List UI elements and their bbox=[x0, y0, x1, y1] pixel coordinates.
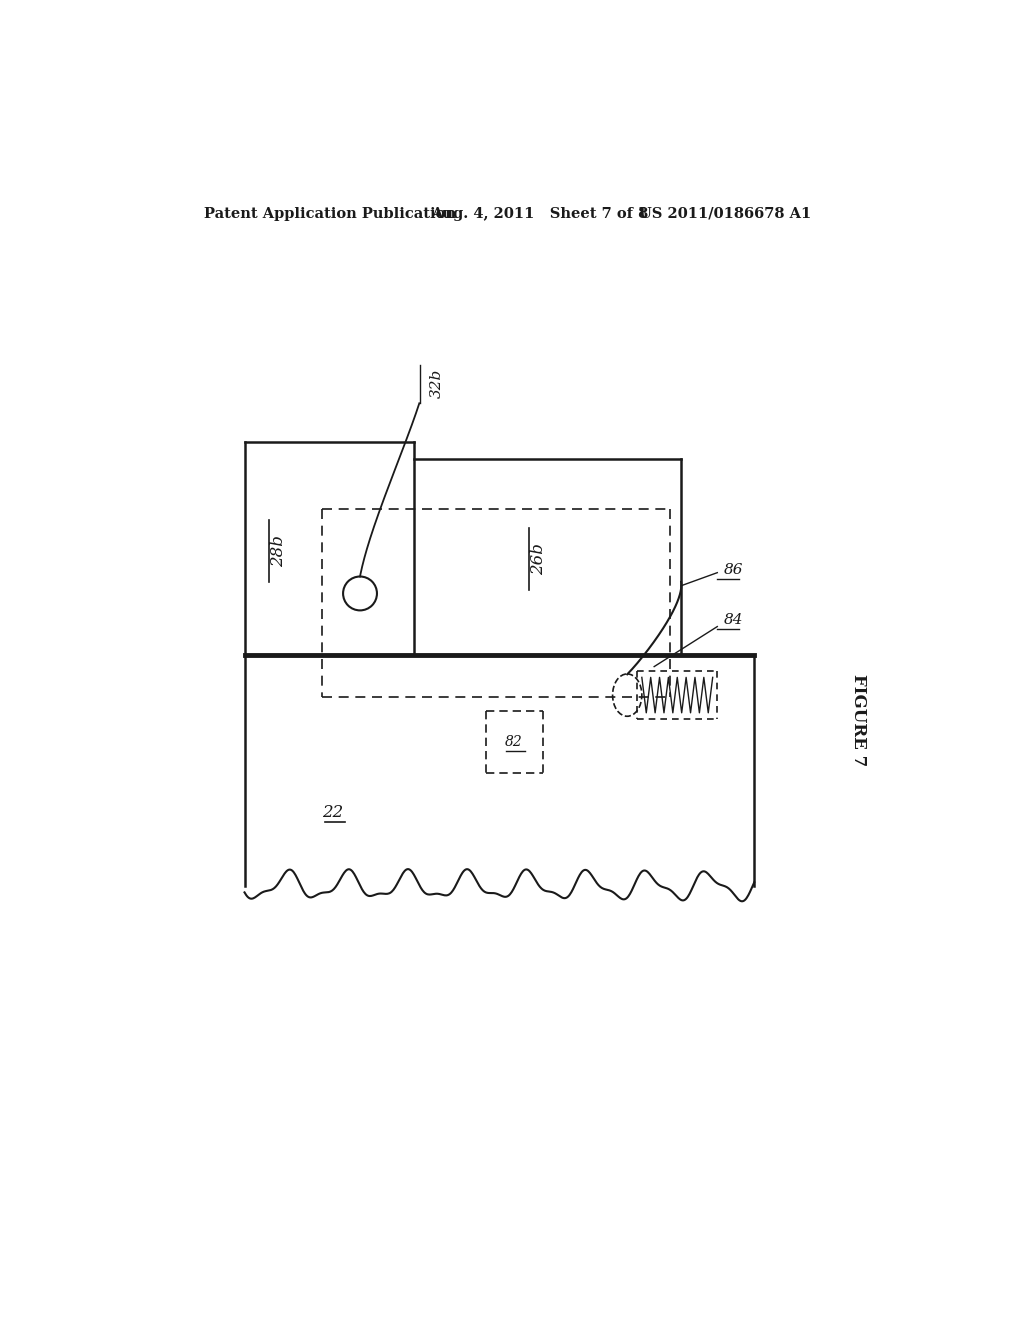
Text: Patent Application Publication: Patent Application Publication bbox=[204, 207, 456, 220]
Text: Aug. 4, 2011   Sheet 7 of 8: Aug. 4, 2011 Sheet 7 of 8 bbox=[431, 207, 648, 220]
Text: 84: 84 bbox=[724, 614, 743, 627]
Text: 26b: 26b bbox=[530, 543, 547, 574]
Text: 82: 82 bbox=[505, 735, 523, 748]
Text: FIGURE 7: FIGURE 7 bbox=[850, 675, 866, 767]
Text: 86: 86 bbox=[724, 564, 743, 577]
Text: 22: 22 bbox=[322, 804, 343, 821]
Text: 32b: 32b bbox=[429, 368, 443, 397]
Text: US 2011/0186678 A1: US 2011/0186678 A1 bbox=[639, 207, 811, 220]
Text: 28b: 28b bbox=[270, 535, 287, 568]
